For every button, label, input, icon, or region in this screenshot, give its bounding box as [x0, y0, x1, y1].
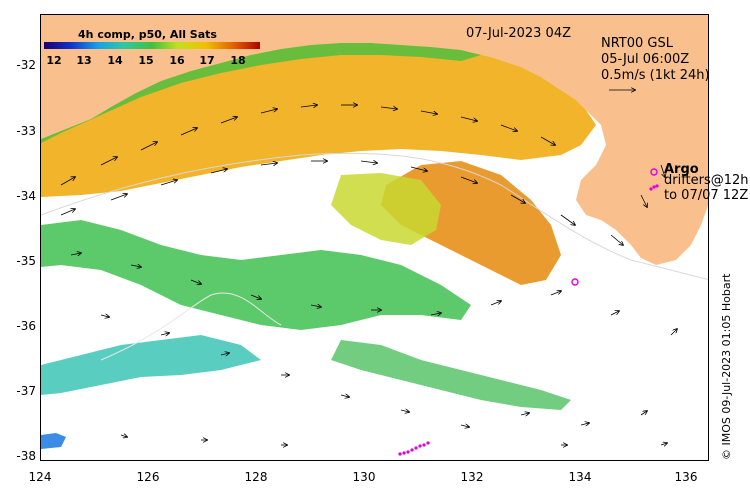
sst-yellow-patch	[331, 173, 441, 245]
argo-legend-marker	[650, 168, 658, 176]
argo-float-marker	[571, 278, 579, 286]
date-label: 07-Jul-2023 04Z	[466, 26, 571, 41]
colorbar-title: 4h comp, p50, All Sats	[78, 28, 217, 41]
map-panel	[40, 14, 709, 461]
lon-tick: 136	[674, 470, 698, 484]
current-time-label: 05-Jul 06:00Z	[601, 52, 690, 67]
sst-cyan-band	[41, 335, 261, 395]
contour-line	[100, 292, 282, 361]
drifters-legend-label: drifters@12h	[664, 173, 749, 188]
lon-tick: 134	[568, 470, 592, 484]
lon-tick: 128	[244, 470, 268, 484]
argo-legend-label: Argo	[664, 162, 699, 177]
sst-green-south	[331, 340, 571, 410]
colorbar-label: 18	[230, 54, 246, 67]
sst-green-band	[41, 220, 471, 330]
colorbar-label: 16	[169, 54, 185, 67]
lat-tick: -33	[16, 124, 36, 138]
lon-tick: 130	[352, 470, 376, 484]
sst-coastal-green	[41, 43, 481, 143]
drifter-legend-marker	[649, 184, 659, 191]
colorbar-label: 12	[46, 54, 62, 67]
colorbar-label: 14	[107, 54, 123, 67]
contour-line	[41, 152, 708, 281]
sst-blue-patch	[41, 433, 66, 449]
current-vectors	[60, 105, 677, 445]
lat-tick: -32	[16, 58, 36, 72]
sst-map	[41, 15, 708, 456]
colorbar-label: 15	[138, 54, 154, 67]
colorbar-label: 13	[76, 54, 92, 67]
lon-tick: 126	[136, 470, 160, 484]
land-mass	[41, 15, 708, 265]
drifter-track	[398, 441, 430, 456]
lon-tick: 124	[28, 470, 52, 484]
lat-tick: -34	[16, 189, 36, 203]
lat-tick: -38	[16, 449, 36, 463]
arrow-scale-label: 0.5m/s (1kt 24h)	[601, 68, 710, 83]
drifters-time-label: to 07/07 12Z	[664, 188, 749, 203]
lon-tick: 132	[460, 470, 484, 484]
credit-label: © IMOS 09-Jul-2023 01:05 Hobart	[720, 273, 733, 460]
lat-tick: -36	[16, 319, 36, 333]
lat-tick: -35	[16, 254, 36, 268]
colorbar	[44, 42, 260, 49]
lat-tick: -37	[16, 384, 36, 398]
current-product-label: NRT00 GSL	[601, 36, 673, 51]
colorbar-label: 17	[199, 54, 215, 67]
